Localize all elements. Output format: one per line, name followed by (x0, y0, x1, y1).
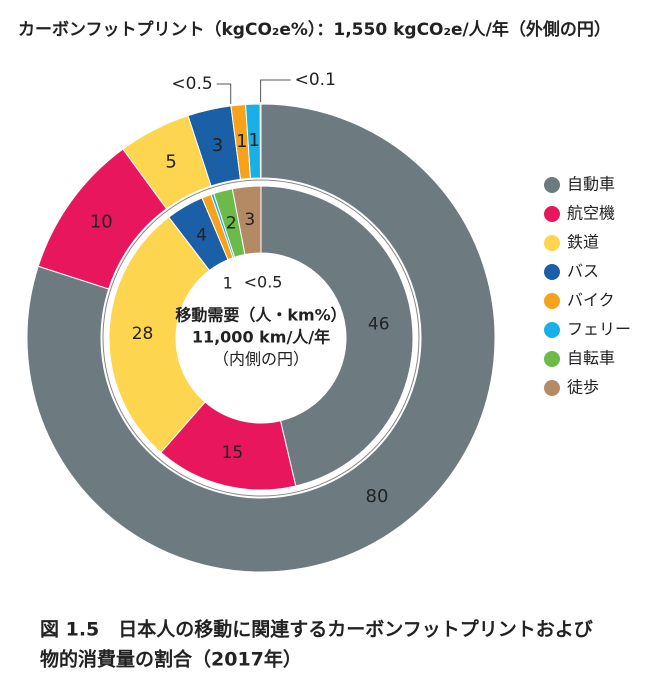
inner-slice (260, 185, 414, 487)
outer-slice (259, 103, 262, 179)
legend-swatch (544, 235, 560, 251)
legend-label: 鉄道 (567, 233, 599, 252)
value-label: 1 (223, 273, 233, 292)
legend-swatch (544, 264, 560, 280)
value-label: <0.5 (244, 272, 283, 291)
leader-line (216, 83, 232, 104)
value-label: 2 (226, 213, 237, 233)
value-label: 4 (196, 225, 207, 245)
center-text: （内側の円） (213, 350, 309, 369)
ring-border (102, 179, 420, 497)
leader-line (260, 79, 291, 103)
value-label: 1 (236, 131, 247, 152)
legend-swatch (544, 293, 560, 309)
legend-swatch (544, 351, 560, 367)
legend-label: バス (567, 262, 599, 281)
chart-title: カーボンフットプリント（kgCO₂e%）：1,550 kgCO₂e/人/年（外側… (18, 19, 611, 40)
value-label: 46 (368, 314, 390, 334)
legend-label: バイク (567, 291, 615, 310)
value-label: 5 (165, 152, 176, 173)
legend-label: 自動車 (567, 175, 615, 194)
value-label: 28 (132, 324, 154, 344)
outer-slice (26, 103, 496, 573)
legend-label: 自転車 (567, 349, 615, 368)
center-text: 移動需要（人・km%） (175, 306, 346, 325)
legend-label: 航空機 (567, 204, 615, 223)
value-label: 80 (366, 486, 389, 507)
value-label: 3 (212, 135, 223, 156)
value-label: 1 (248, 130, 259, 151)
inner-slice (108, 216, 211, 454)
center-text: 11,000 km/人/年 (192, 328, 330, 347)
legend-swatch (544, 206, 560, 222)
value-label: 3 (244, 210, 255, 230)
value-label: 15 (222, 443, 244, 463)
legend-label: 徒歩 (567, 378, 599, 397)
caption: 図 1.5 日本人の移動に関連するカーボンフットプリントおよび (40, 618, 593, 641)
value-label: 10 (90, 212, 113, 233)
legend-swatch (544, 177, 560, 193)
annotation: <0.5 (171, 74, 212, 94)
value-label: <0.1 (295, 70, 336, 90)
caption: 物的消費量の割合（2017年） (40, 648, 302, 671)
legend-label: フェリー (567, 320, 631, 339)
inner-slice (231, 185, 262, 256)
legend-swatch (544, 322, 560, 338)
legend-swatch (544, 380, 560, 396)
